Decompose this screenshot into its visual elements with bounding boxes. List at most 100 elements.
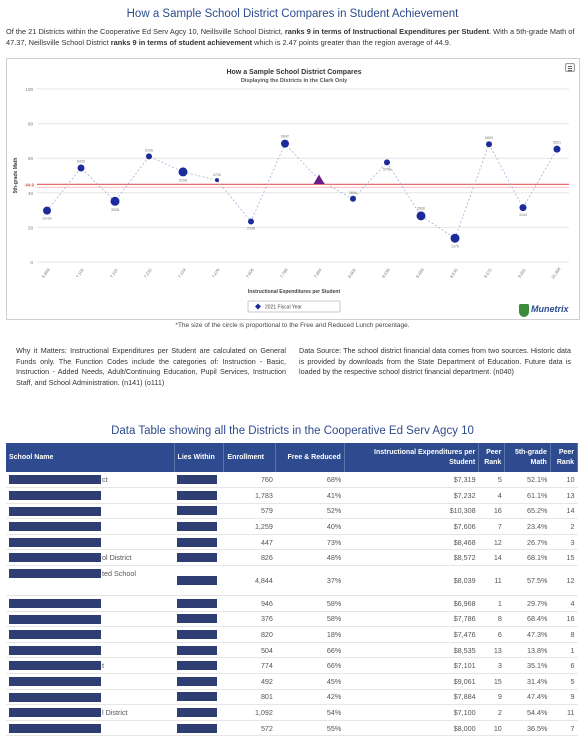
scatter-chart: How a Sample School District Compares Dis…: [13, 69, 569, 313]
cell-math: 47.4%: [504, 689, 551, 706]
x-tick-label: 10,308: [550, 266, 562, 280]
cell-school-name[interactable]: [6, 642, 175, 659]
data-point: [519, 204, 527, 212]
cell-school-name[interactable]: ct: [6, 472, 175, 489]
cell-school-name[interactable]: ol District: [6, 549, 175, 567]
cell-school-name[interactable]: [6, 503, 175, 520]
cell-free-reduced: 48%: [275, 549, 345, 567]
cell-free-reduced: 52%: [275, 503, 345, 520]
cell-math: 35.1%: [504, 657, 551, 675]
cell-lies-within: [174, 642, 224, 659]
cell-free-reduced: 55%: [275, 720, 345, 737]
y-tick-label: 40: [28, 191, 34, 196]
cell-school-name[interactable]: [6, 487, 175, 504]
cell-peer-rank-2: 15: [550, 549, 578, 567]
legend-diamond-icon: [255, 303, 261, 310]
source-text: The school district financial data comes…: [299, 346, 571, 376]
y-tick-label: 20: [28, 225, 34, 230]
col-school-name[interactable]: School Name: [6, 443, 175, 472]
redacted-lies-within: [177, 598, 218, 608]
table-row: 376 58% $7,786 8 68.4% 16: [6, 611, 578, 628]
average-line-label: 44.9: [25, 182, 34, 187]
school-name-fragment: ct: [102, 475, 108, 484]
cell-expenditures: $7,101: [344, 657, 479, 675]
cell-enrollment: 4,844: [223, 565, 276, 597]
cell-enrollment: 376: [223, 611, 276, 628]
col-peer-rank-2[interactable]: Peer Rank: [550, 443, 579, 472]
cell-school-name[interactable]: [6, 611, 175, 628]
col-math[interactable]: 5th-grade Math: [504, 443, 551, 472]
cell-expenditures: $6,968: [344, 595, 479, 612]
x-tick-label: 8,572: [483, 267, 493, 279]
cell-expenditures: $8,468: [344, 534, 479, 551]
data-point-label: 5435: [77, 159, 85, 163]
col-peer-rank-1[interactable]: Peer Rank: [478, 443, 506, 472]
table-row: 1,259 40% $7,606 7 23.4% 2: [6, 518, 578, 535]
data-point: [384, 159, 390, 166]
cell-lies-within: [174, 518, 224, 535]
cell-school-name[interactable]: [6, 673, 175, 690]
data-point-label: 5208: [179, 178, 187, 182]
x-axis-label: Instructional Expenditures per Student: [248, 289, 341, 295]
cell-free-reduced: 42%: [275, 689, 345, 706]
cell-school-name[interactable]: [6, 720, 175, 737]
cell-school-name[interactable]: [6, 595, 175, 612]
table-header-row: School Name Lies Within Enrollment Free …: [6, 443, 579, 472]
page-title: How a Sample School District Compares in…: [126, 8, 459, 20]
col-expenditures[interactable]: Instructional Expenditures per Student: [344, 443, 480, 472]
cell-expenditures: $8,000: [344, 720, 479, 737]
school-name-fragment: ted School: [102, 569, 136, 579]
cell-school-name[interactable]: l District: [6, 704, 175, 721]
x-tick-label: 8,468: [415, 267, 425, 279]
data-point: [43, 206, 51, 215]
chart-menu-button[interactable]: [565, 63, 575, 72]
col-enrollment[interactable]: Enrollment: [223, 443, 277, 472]
redacted-name: [9, 614, 101, 624]
cell-enrollment: 1,092: [223, 704, 276, 721]
cell-peer-rank-1: 2: [478, 704, 505, 721]
cell-expenditures: $7,319: [344, 472, 479, 489]
data-point: [486, 141, 492, 148]
cell-peer-rank-2: 12: [550, 565, 578, 597]
cell-school-name[interactable]: [6, 518, 175, 535]
cell-free-reduced: 45%: [275, 673, 345, 690]
cell-school-name[interactable]: t: [6, 657, 175, 675]
cell-enrollment: 572: [223, 720, 276, 737]
x-tick-label: 7,232: [143, 267, 153, 279]
school-name-fragment: t: [102, 661, 104, 671]
cell-school-name[interactable]: [6, 626, 175, 643]
redacted-lies-within: [177, 522, 218, 532]
table-row: 1,783 41% $7,232 4 61.1% 13: [6, 487, 578, 504]
cell-expenditures: $9,061: [344, 673, 479, 690]
cell-peer-rank-2: 4: [550, 595, 578, 612]
cell-lies-within: [174, 611, 224, 628]
cell-lies-within: [174, 657, 224, 675]
col-free-reduced[interactable]: Free & Reduced: [275, 443, 345, 472]
cell-peer-rank-1: 8: [478, 611, 505, 628]
cell-peer-rank-2: 14: [550, 503, 578, 520]
redacted-name: [9, 475, 101, 484]
cell-free-reduced: 58%: [275, 611, 345, 628]
cell-school-name[interactable]: ted School: [6, 565, 175, 597]
cell-lies-within: [174, 503, 224, 520]
col-lies-within[interactable]: Lies Within: [174, 443, 225, 472]
highlight-point-marker: [313, 174, 325, 184]
cell-math: 65.2%: [504, 503, 551, 520]
cell-peer-rank-1: 16: [478, 503, 505, 520]
x-tick-label: 7,476: [211, 267, 221, 279]
cell-peer-rank-1: 5: [478, 472, 505, 489]
cell-school-name[interactable]: [6, 689, 175, 706]
y-tick-label: 100: [25, 87, 33, 92]
y-tick-label: 60: [28, 156, 34, 161]
x-tick-label: 7,606: [245, 267, 255, 279]
cell-expenditures: $7,100: [344, 704, 479, 721]
table-row: 579 52% $10,308 16 65.2% 14: [6, 503, 578, 520]
x-tick-label: 8,039: [381, 267, 391, 279]
logo-text: Munetrix: [531, 304, 569, 314]
cell-peer-rank-2: 2: [550, 518, 578, 535]
cell-math: 57.5%: [504, 565, 551, 597]
cell-enrollment: 801: [223, 689, 276, 706]
cell-school-name[interactable]: [6, 534, 175, 551]
cell-math: 26.7%: [504, 534, 551, 551]
table-row: 946 58% $6,968 1 29.7% 4: [6, 595, 578, 612]
